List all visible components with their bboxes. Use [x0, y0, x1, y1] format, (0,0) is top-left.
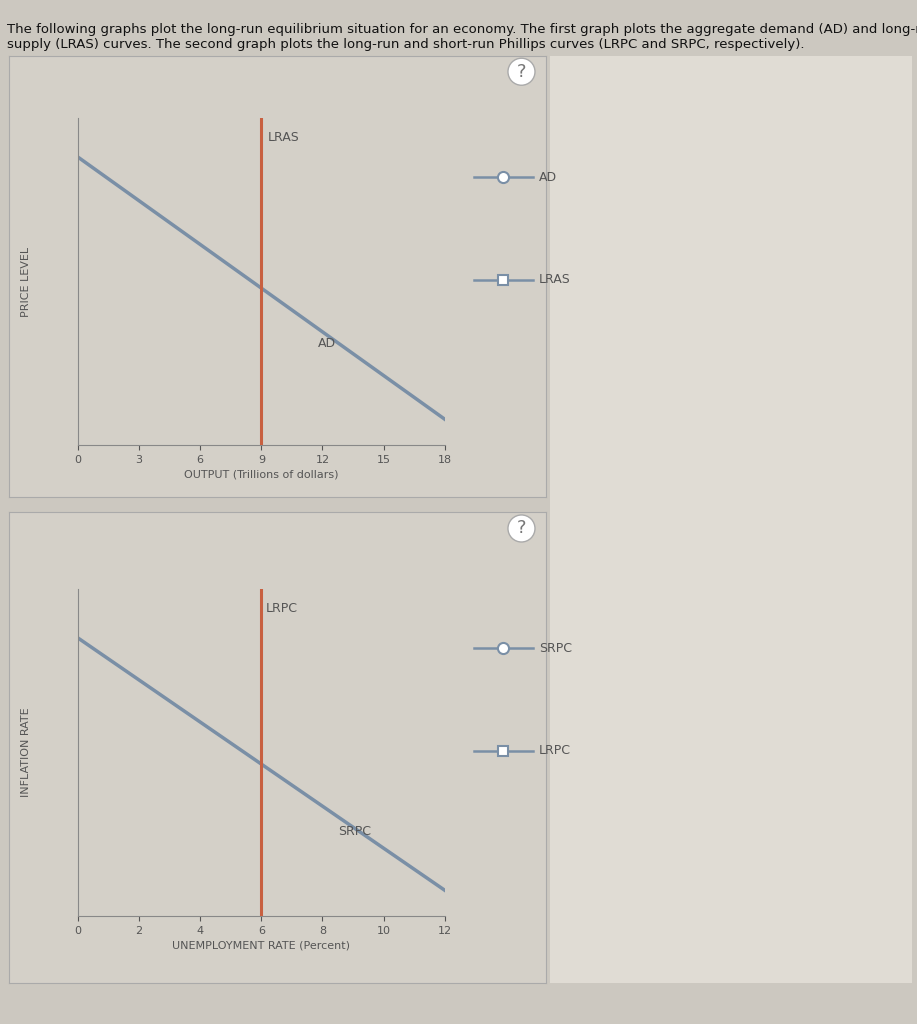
Text: LRPC: LRPC	[539, 744, 571, 757]
X-axis label: OUTPUT (Trillions of dollars): OUTPUT (Trillions of dollars)	[184, 469, 338, 479]
Text: SRPC: SRPC	[539, 642, 572, 654]
Text: ?: ?	[516, 519, 526, 538]
Text: LRAS: LRAS	[539, 273, 571, 286]
Text: ?: ?	[516, 62, 526, 81]
Text: supply (LRAS) curves. The second graph plots the long-run and short-run Phillips: supply (LRAS) curves. The second graph p…	[7, 38, 805, 51]
Text: LRAS: LRAS	[268, 131, 299, 143]
Text: INFLATION RATE: INFLATION RATE	[21, 708, 30, 798]
Text: AD: AD	[318, 337, 337, 350]
Text: SRPC: SRPC	[337, 824, 370, 838]
Text: PRICE LEVEL: PRICE LEVEL	[21, 247, 30, 316]
Text: LRPC: LRPC	[266, 602, 298, 614]
Text: The following graphs plot the long-run equilibrium situation for an economy. The: The following graphs plot the long-run e…	[7, 23, 917, 36]
X-axis label: UNEMPLOYMENT RATE (Percent): UNEMPLOYMENT RATE (Percent)	[172, 940, 350, 950]
Text: AD: AD	[539, 171, 558, 183]
